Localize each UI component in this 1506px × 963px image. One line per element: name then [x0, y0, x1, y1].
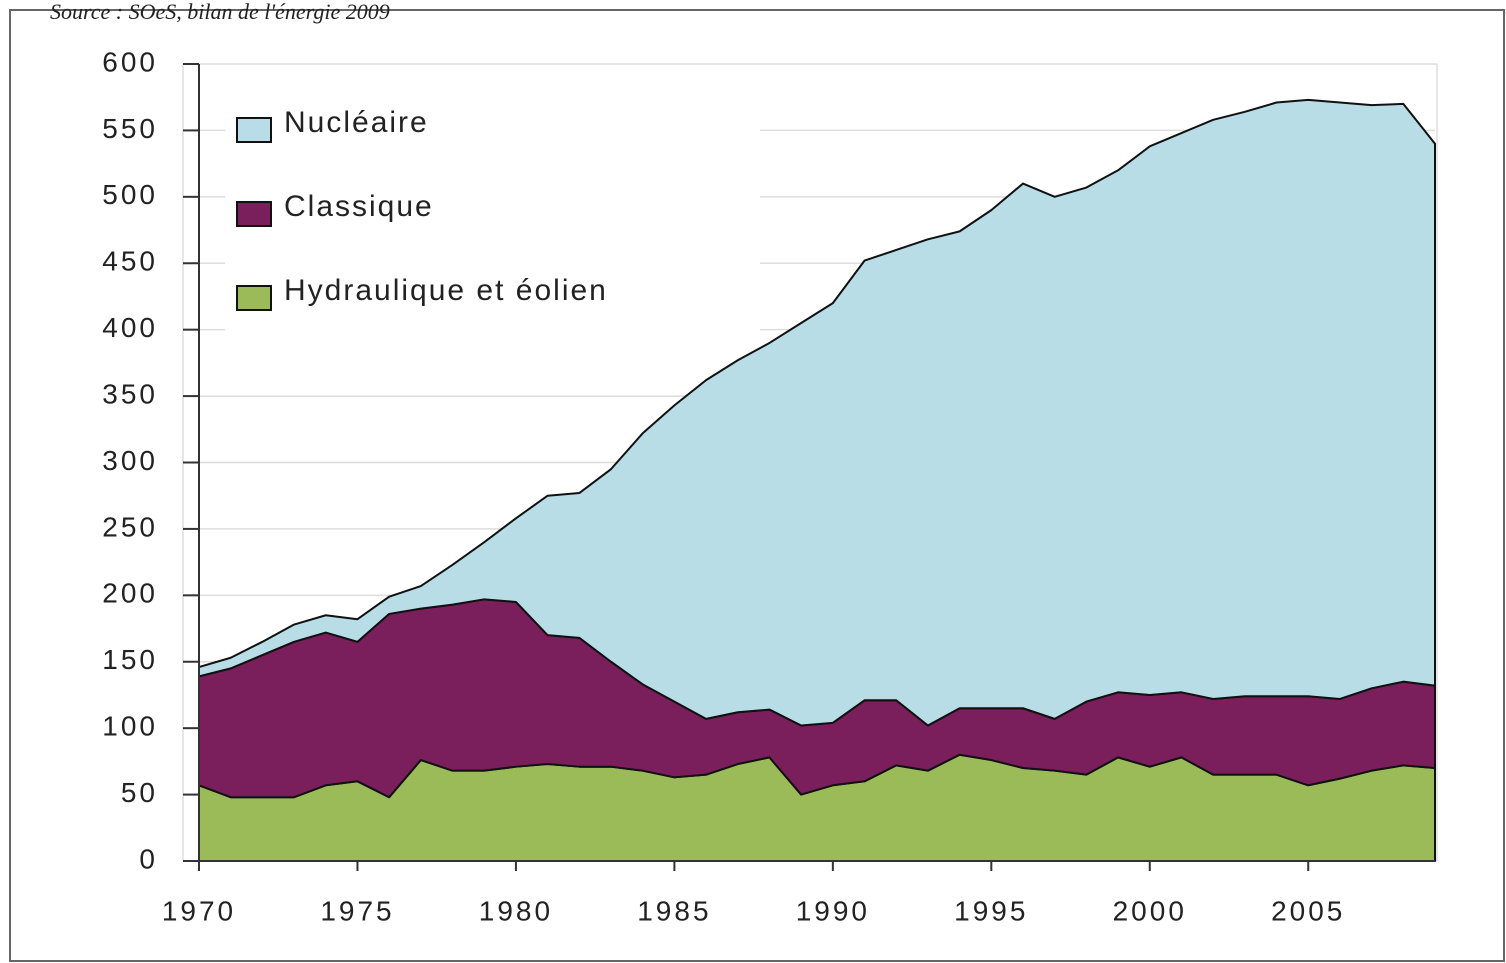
y-tick-label: 200 — [102, 578, 158, 609]
source: Source : SOeS, bilan de l'énergie 2009 — [50, 0, 390, 24]
y-tick-label: 100 — [102, 711, 158, 742]
x-tick-label: 1990 — [796, 895, 870, 926]
legend-label: Nucléaire — [284, 106, 429, 139]
x-tick-label: 1980 — [479, 895, 553, 926]
x-tick-label: 1995 — [954, 895, 1028, 926]
y-tick-label: 400 — [102, 312, 158, 343]
y-tick-label: 150 — [102, 644, 158, 675]
area — [198, 98, 1436, 727]
legend-swatch — [236, 201, 272, 227]
y-tick-label: 600 — [102, 46, 158, 77]
x-tick-label: 1985 — [637, 895, 711, 926]
y-tick-label: 300 — [102, 445, 158, 476]
y-tick-label: 500 — [102, 179, 158, 210]
legend-label: Classique — [284, 190, 434, 223]
legend-bg — [225, 95, 760, 335]
y-tick-label: 350 — [102, 378, 158, 409]
x-tick-label: 1970 — [162, 895, 236, 926]
legend-label: Hydraulique et éolien — [284, 274, 608, 307]
y-tick-label: 50 — [121, 777, 158, 808]
x-tick-label: 2005 — [1271, 895, 1345, 926]
x-tick-label: 1975 — [320, 895, 394, 926]
x-tick-label: 2000 — [1113, 895, 1187, 926]
y-tick-label: 450 — [102, 246, 158, 277]
legend-swatch — [236, 285, 272, 311]
y-tick-label: 250 — [102, 511, 158, 542]
legend-swatch — [236, 117, 272, 143]
y-tick-label: 550 — [102, 113, 158, 144]
y-tick-label: 0 — [139, 843, 158, 874]
